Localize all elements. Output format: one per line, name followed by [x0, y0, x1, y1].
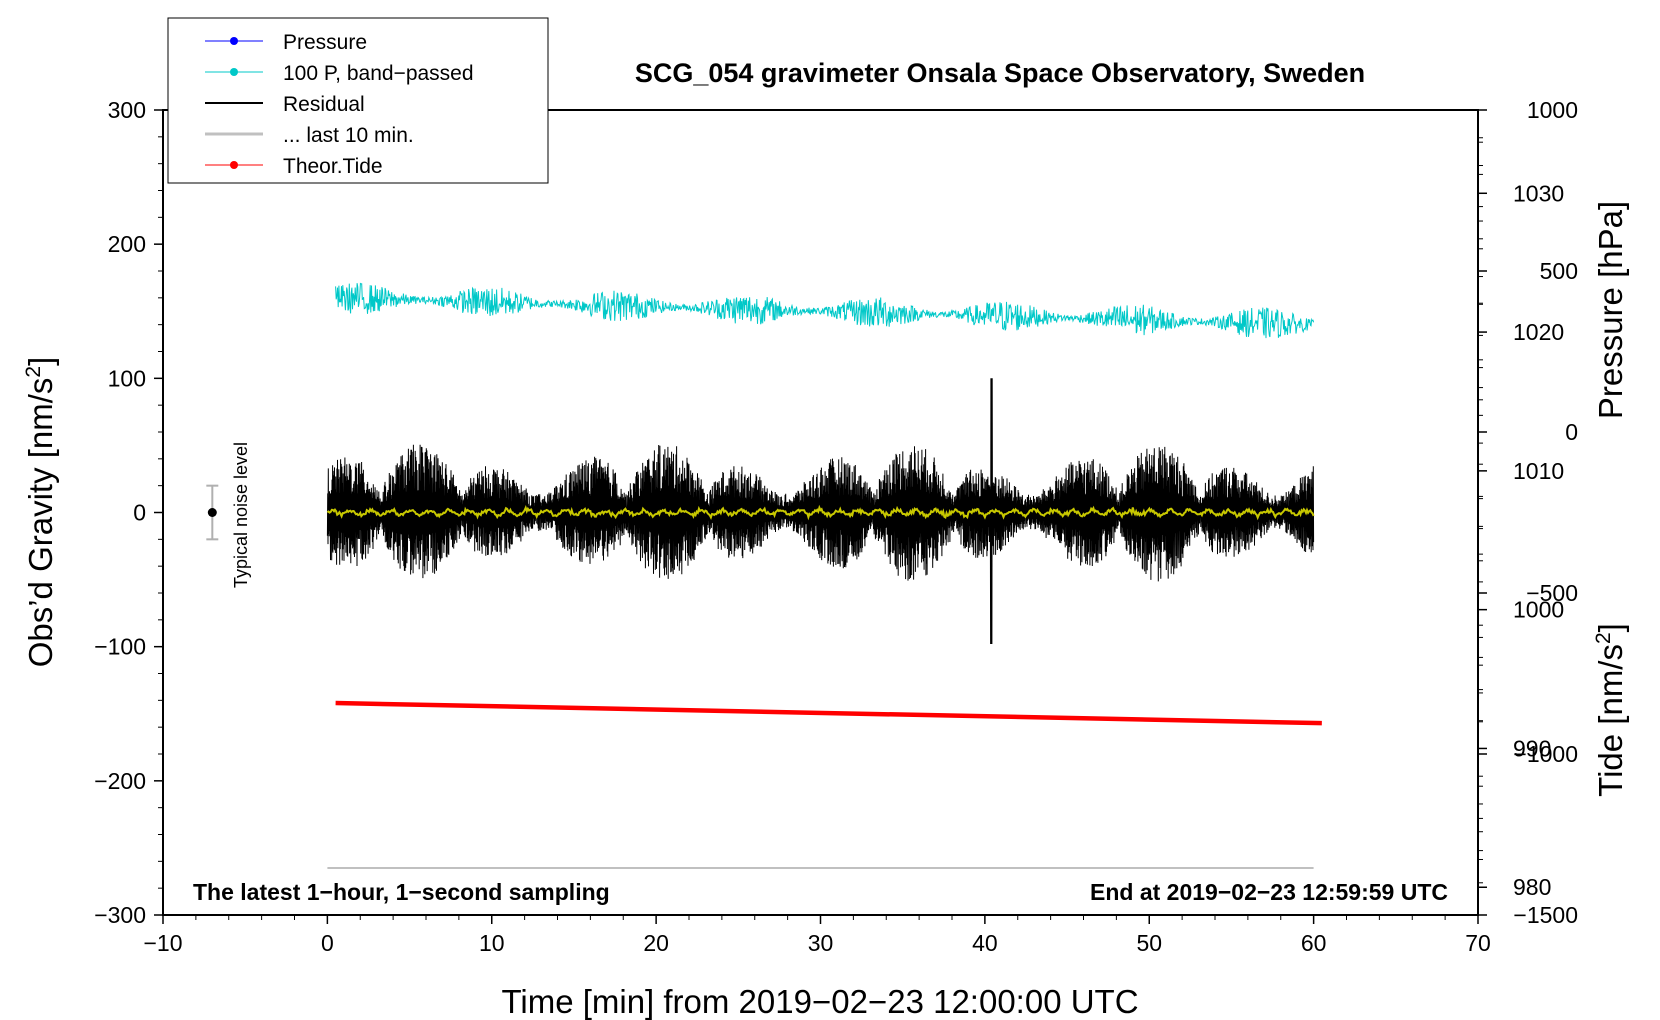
y-tick-label: 300 [108, 97, 146, 123]
y-axis-title-left: Obs’d Gravity [nm/s2] [22, 357, 59, 668]
y-tick-label: 100 [108, 365, 146, 391]
y-axis-title-pressure: Pressure [hPa] [1592, 201, 1629, 419]
tide-tick-label: 1000 [1527, 97, 1578, 123]
y-axis-title-tide: Tide [nm/s2] [1592, 623, 1629, 797]
tide-tick-label: −500 [1526, 580, 1578, 606]
data-layer [326, 282, 1322, 869]
pressure-tick-label: 1010 [1513, 458, 1564, 484]
y-axis-title-left-sup: 2 [22, 366, 45, 378]
legend-label: Residual [283, 93, 365, 116]
y-tick-label: −100 [94, 634, 146, 660]
noise-label: Typical noise level [231, 442, 251, 588]
legend-items: Pressure 100 P, band−passed Residual ... la… [205, 31, 474, 178]
legend-marker [230, 68, 238, 76]
ticks-layer: −10 0 10 20 30 40 50 60 70−300−200−1000100200300… [94, 97, 1578, 956]
series-residual [326, 378, 1315, 645]
series-pressure-band-passed [335, 282, 1315, 339]
x-tick-label: 20 [643, 930, 669, 956]
y-axis-title-left-close: ] [22, 357, 59, 366]
y-axis-title-tide-close: ] [1592, 623, 1629, 632]
y-tick-label: −300 [94, 902, 146, 928]
tide-tick-label: −1000 [1513, 741, 1578, 767]
legend-label: Pressure [283, 31, 367, 54]
pressure-tick-label: 980 [1513, 874, 1551, 900]
x-tick-label: 60 [1301, 930, 1327, 956]
y-axis-title-left-text: Obs’d Gravity [nm/s [22, 378, 59, 668]
series-theor-tide [335, 700, 1322, 726]
chart-title: SCG_054 gravimeter Onsala Space Observat… [635, 58, 1365, 88]
y-tick-label: 0 [133, 500, 146, 526]
x-tick-label: −10 [143, 930, 182, 956]
series-residual-smoothed [326, 504, 1315, 521]
x-tick-label: 70 [1465, 930, 1491, 956]
x-tick-label: 40 [972, 930, 998, 956]
tide-tick-label: −1500 [1513, 902, 1578, 928]
y-tick-label: 200 [108, 231, 146, 257]
pressure-tick-label: 1020 [1513, 319, 1564, 345]
legend-marker [230, 37, 238, 45]
legend-box [167, 17, 549, 184]
x-tick-label: 0 [321, 930, 334, 956]
y-axis-title-tide-text: Tide [nm/s [1592, 644, 1629, 797]
legend-label: Theor.Tide [283, 155, 383, 178]
legend-label: 100 P, band−passed [283, 62, 474, 85]
y-axis-title-tide-sup: 2 [1592, 632, 1615, 644]
noise-level-indicator: Typical noise level [206, 442, 251, 588]
tide-tick-label: 0 [1565, 419, 1578, 445]
tide-tick-label: 500 [1540, 258, 1578, 284]
legend-marker [230, 161, 238, 169]
pressure-tick-label: 1030 [1513, 180, 1564, 206]
x-tick-label: 50 [1136, 930, 1162, 956]
noise-center-dot [207, 508, 217, 517]
pressure-tick-label: 1000 [1513, 597, 1564, 623]
annotation-right: End at 2019−02−23 12:59:59 UTC [1090, 879, 1448, 905]
x-tick-label: 30 [808, 930, 834, 956]
x-axis-title: Time [min] from 2019−02−23 12:00:00 UTC [501, 983, 1138, 1020]
legend: Pressure 100 P, band−passed Residual ... la… [167, 17, 549, 184]
pressure-tick-label: 990 [1513, 735, 1551, 761]
y-tick-label: −200 [94, 768, 146, 794]
annotation-left: The latest 1−hour, 1−second sampling [193, 879, 610, 905]
x-tick-label: 10 [479, 930, 505, 956]
legend-label: ... last 10 min. [283, 124, 414, 147]
